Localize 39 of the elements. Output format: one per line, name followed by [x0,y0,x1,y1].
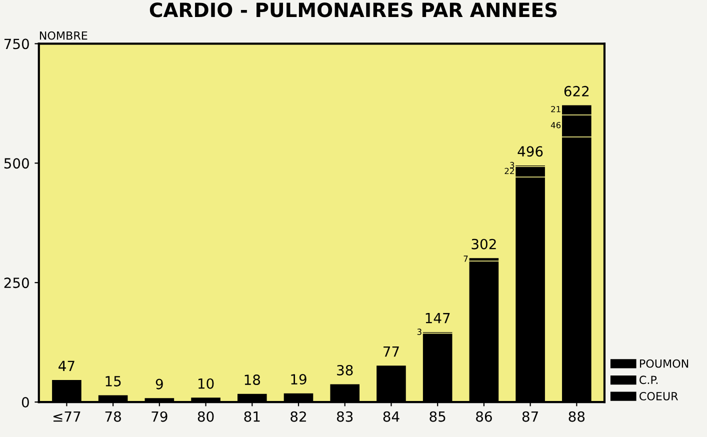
x-tick-label: 78 [105,411,121,422]
data-label: 3 [417,328,422,335]
total-label: 9 [156,378,163,390]
y-tick-label: 750 [4,38,29,50]
x-tick-label: ≤77 [54,411,80,422]
y-tick-label: 0 [22,397,29,408]
total-label: 147 [426,313,450,324]
data-label: 21 [551,106,560,112]
total-label: 18 [244,374,260,386]
y-tick-label: 250 [4,278,29,288]
x-tick-label: 87 [522,411,538,422]
data-label: 7 [464,256,468,262]
x-tick-label: 85 [430,411,446,422]
total-label: 15 [106,376,121,386]
total-label: 19 [291,374,306,385]
total-label: 77 [384,346,399,357]
x-tick-label: 88 [568,411,585,422]
data-label: 3 [510,162,514,168]
y-axis-title: NOMBRE [40,31,88,40]
chart-title: CARDIO - PULMONAIRES PAR ANNEES [150,2,557,18]
legend-label: COEUR [640,392,678,400]
data-label: 22 [504,168,514,174]
x-tick-label: 79 [152,411,168,422]
x-tick-label: 86 [476,411,492,422]
data-label: 46 [550,122,561,128]
legend-label: POUMON [640,359,688,368]
x-tick-label: 81 [244,411,260,422]
x-tick-label: 84 [383,411,400,422]
total-label: 47 [58,360,74,371]
x-tick-label: 82 [290,411,306,422]
total-label: 302 [472,238,496,250]
legend-label: C.P. [640,376,658,384]
x-tick-label: 80 [198,411,214,422]
x-tick-label: 83 [336,411,353,422]
total-label: 496 [518,146,543,157]
total-label: 10 [198,378,214,389]
total-label: 38 [337,364,353,376]
y-tick-label: 500 [4,158,29,169]
total-label: 622 [564,86,589,96]
